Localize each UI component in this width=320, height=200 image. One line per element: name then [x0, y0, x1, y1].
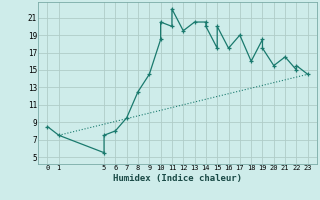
X-axis label: Humidex (Indice chaleur): Humidex (Indice chaleur) [113, 174, 242, 183]
